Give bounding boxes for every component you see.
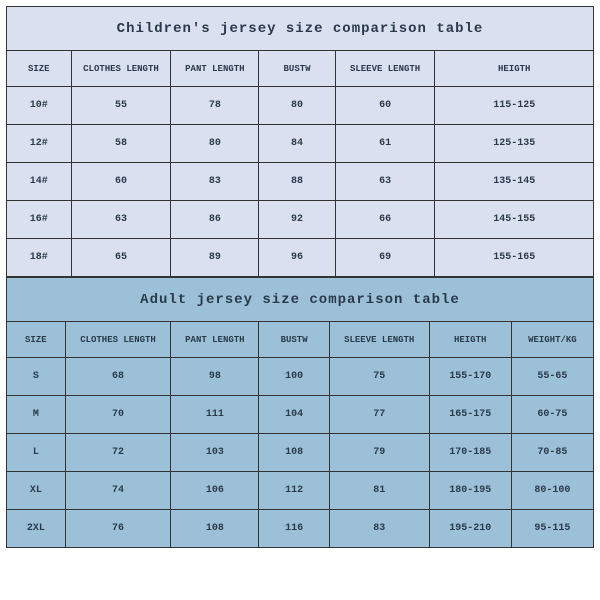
col-height: HEIGTH (435, 51, 594, 87)
table-row: 14# 60 83 88 63 135-145 (7, 163, 594, 201)
adult-size-table: Adult jersey size comparison table SIZE … (6, 277, 594, 548)
cell: 88 (259, 163, 335, 201)
cell: 100 (259, 358, 329, 396)
table-row: 16# 63 86 92 66 145-155 (7, 201, 594, 239)
col-sleeve: SLEEVE LENGTH (335, 51, 435, 87)
cell: 80 (259, 87, 335, 125)
cell: 14# (7, 163, 72, 201)
cell: 195-210 (429, 510, 511, 548)
cell: 58 (71, 125, 171, 163)
cell: 60 (335, 87, 435, 125)
table-row: 12# 58 80 84 61 125-135 (7, 125, 594, 163)
cell: 80 (171, 125, 259, 163)
cell: 83 (329, 510, 429, 548)
adult-header-row: SIZE CLOTHES LENGTH PANT LENGTH BUSTW SL… (7, 322, 594, 358)
cell: 106 (171, 472, 259, 510)
table-row: S 68 98 100 75 155-170 55-65 (7, 358, 594, 396)
col-bust: BUSTW (259, 51, 335, 87)
table-row: M 70 111 104 77 165-175 60-75 (7, 396, 594, 434)
cell: 55-65 (511, 358, 593, 396)
table-row: 10# 55 78 80 60 115-125 (7, 87, 594, 125)
cell: 63 (71, 201, 171, 239)
cell: 145-155 (435, 201, 594, 239)
cell: 76 (65, 510, 171, 548)
adult-title: Adult jersey size comparison table (7, 278, 594, 322)
adult-title-row: Adult jersey size comparison table (7, 278, 594, 322)
cell: 16# (7, 201, 72, 239)
children-size-table: Children's jersey size comparison table … (6, 6, 594, 277)
cell: M (7, 396, 66, 434)
cell: 86 (171, 201, 259, 239)
cell: 65 (71, 239, 171, 277)
cell: 55 (71, 87, 171, 125)
col-bust: BUSTW (259, 322, 329, 358)
cell: 63 (335, 163, 435, 201)
col-sleeve: SLEEVE LENGTH (329, 322, 429, 358)
cell: 10# (7, 87, 72, 125)
cell: 116 (259, 510, 329, 548)
cell: 83 (171, 163, 259, 201)
cell: 77 (329, 396, 429, 434)
cell: 111 (171, 396, 259, 434)
col-clothes: CLOTHES LENGTH (65, 322, 171, 358)
cell: 98 (171, 358, 259, 396)
cell: 108 (259, 434, 329, 472)
cell: 89 (171, 239, 259, 277)
col-height: HEIGTH (429, 322, 511, 358)
cell: 165-175 (429, 396, 511, 434)
cell: 103 (171, 434, 259, 472)
cell: 74 (65, 472, 171, 510)
table-row: L 72 103 108 79 170-185 70-85 (7, 434, 594, 472)
cell: 79 (329, 434, 429, 472)
col-clothes: CLOTHES LENGTH (71, 51, 171, 87)
col-pant: PANT LENGTH (171, 51, 259, 87)
cell: 170-185 (429, 434, 511, 472)
cell: 78 (171, 87, 259, 125)
cell: 18# (7, 239, 72, 277)
cell: 135-145 (435, 163, 594, 201)
cell: 12# (7, 125, 72, 163)
cell: 125-135 (435, 125, 594, 163)
cell: 2XL (7, 510, 66, 548)
cell: 155-165 (435, 239, 594, 277)
cell: 75 (329, 358, 429, 396)
cell: 61 (335, 125, 435, 163)
col-pant: PANT LENGTH (171, 322, 259, 358)
cell: 81 (329, 472, 429, 510)
col-size: SIZE (7, 51, 72, 87)
cell: 84 (259, 125, 335, 163)
cell: L (7, 434, 66, 472)
cell: 80-100 (511, 472, 593, 510)
cell: 96 (259, 239, 335, 277)
cell: 108 (171, 510, 259, 548)
cell: 66 (335, 201, 435, 239)
cell: 69 (335, 239, 435, 277)
cell: 155-170 (429, 358, 511, 396)
cell: 60 (71, 163, 171, 201)
col-weight: WEIGHT/KG (511, 322, 593, 358)
cell: XL (7, 472, 66, 510)
cell: 104 (259, 396, 329, 434)
cell: 68 (65, 358, 171, 396)
col-size: SIZE (7, 322, 66, 358)
cell: 70 (65, 396, 171, 434)
cell: 72 (65, 434, 171, 472)
children-title: Children's jersey size comparison table (7, 7, 594, 51)
table-row: XL 74 106 112 81 180-195 80-100 (7, 472, 594, 510)
cell: 60-75 (511, 396, 593, 434)
table-row: 2XL 76 108 116 83 195-210 95-115 (7, 510, 594, 548)
cell: 115-125 (435, 87, 594, 125)
cell: 180-195 (429, 472, 511, 510)
cell: 92 (259, 201, 335, 239)
children-header-row: SIZE CLOTHES LENGTH PANT LENGTH BUSTW SL… (7, 51, 594, 87)
table-row: 18# 65 89 96 69 155-165 (7, 239, 594, 277)
children-title-row: Children's jersey size comparison table (7, 7, 594, 51)
cell: 70-85 (511, 434, 593, 472)
cell: 95-115 (511, 510, 593, 548)
cell: 112 (259, 472, 329, 510)
cell: S (7, 358, 66, 396)
